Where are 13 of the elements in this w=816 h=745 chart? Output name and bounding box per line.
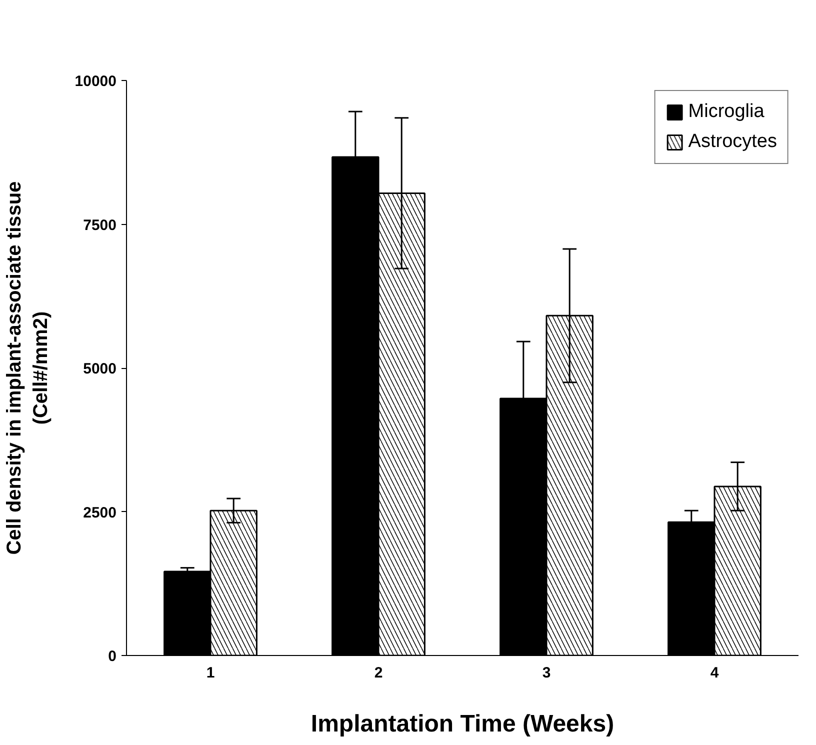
legend-label: Astrocytes [688, 131, 777, 153]
y-tick-label: 0 [108, 648, 116, 665]
x-axis-title: Implantation Time (Weeks) [310, 710, 614, 738]
y-axis-title: Cell density in implant-associate tissue (Cell#/mm2) [3, 181, 52, 555]
y-tick-label: 2500 [83, 504, 117, 522]
x-tick-label: 3 [542, 664, 551, 682]
y-tick-label: 7500 [83, 216, 117, 234]
x-tick-label: 2 [374, 664, 383, 682]
legend-label: Microglia [688, 101, 764, 123]
x-tick-label: 4 [710, 664, 720, 682]
x-tick-label: 1 [206, 664, 215, 682]
y-tick-label: 5000 [83, 360, 117, 378]
y-tick-label: 10000 [74, 73, 117, 90]
